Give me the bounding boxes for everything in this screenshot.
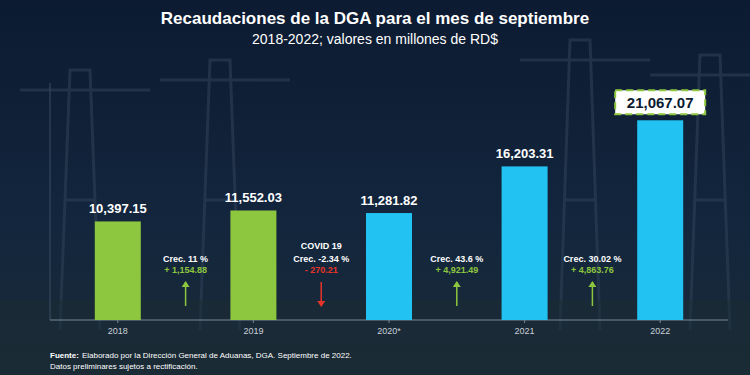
bar [637, 120, 683, 320]
tick [389, 320, 390, 323]
annotation-change: + 1,154.88 [164, 265, 207, 275]
crane [20, 70, 150, 330]
annotation-arrow [182, 281, 190, 306]
tick [660, 320, 661, 323]
data-label: 10,397.15 [89, 201, 147, 216]
annotation-text: Crec. 11 % [163, 254, 208, 264]
title: Recaudaciones de la DGA para el mes de s… [161, 9, 589, 28]
annotation-change: + 4,863.76 [571, 265, 614, 275]
category-label: 2020* [377, 326, 401, 336]
annotation-text: Crec. 30.02 % [563, 254, 621, 264]
arrow-head [317, 301, 325, 307]
source-text: Elaborado por la Dirección General de Ad… [82, 351, 352, 360]
tick [117, 320, 118, 323]
data-label: 21,067.07 [627, 94, 694, 111]
data-label: 16,203.31 [496, 146, 554, 161]
cranes [20, 40, 750, 330]
data-label: 11,281.82 [360, 193, 417, 208]
arrow-head [588, 281, 596, 287]
data-label: 11,552.03 [225, 190, 282, 205]
annotation-change: - 270.21 [305, 265, 338, 275]
arrow-head [453, 281, 461, 287]
annotation-text: Crec. 43.6 % [430, 254, 483, 264]
category-label: 2018 [108, 326, 128, 336]
bar [366, 213, 412, 320]
crane [160, 60, 290, 330]
source-label: Fuente: [50, 351, 79, 360]
annotation-arrow [317, 282, 325, 307]
background [0, 0, 750, 375]
annotation-note: COVID 19 [301, 241, 342, 251]
note: Datos preliminares sujetos a rectificaci… [50, 362, 198, 371]
chart: Recaudaciones de la DGA para el mes de s… [0, 0, 750, 375]
tick [253, 320, 254, 323]
annotation-change: + 4,921.49 [435, 265, 478, 275]
bar [502, 166, 548, 320]
source: Fuente:Elaborado por la Dirección Genera… [50, 351, 352, 360]
category-label: 2019 [243, 326, 263, 336]
category-label: 2022 [650, 326, 670, 336]
bar [95, 221, 141, 320]
annotation-arrow [588, 281, 596, 306]
bars [95, 120, 683, 320]
highlight-box [615, 90, 705, 114]
annotation-arrow [453, 281, 461, 306]
category-label: 2021 [515, 326, 535, 336]
bar [230, 210, 276, 320]
subtitle: 2018-2022; valores en millones de RD$ [252, 31, 498, 47]
value-axis [50, 83, 51, 320]
annotation-text: Crec. -2.34 % [293, 254, 349, 264]
tick [524, 320, 525, 323]
arrow-head [182, 281, 190, 287]
